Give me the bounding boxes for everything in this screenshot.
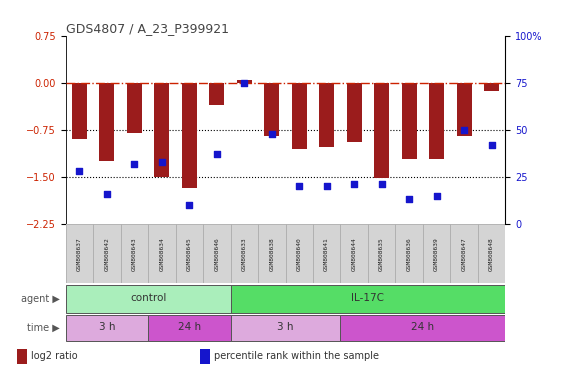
Text: agent ▶: agent ▶ <box>21 294 60 304</box>
Bar <box>374 83 389 178</box>
Text: control: control <box>130 293 166 303</box>
FancyBboxPatch shape <box>286 224 313 283</box>
FancyBboxPatch shape <box>203 224 231 283</box>
FancyBboxPatch shape <box>313 224 340 283</box>
Text: 3 h: 3 h <box>278 323 293 333</box>
Bar <box>127 83 142 133</box>
Bar <box>182 83 197 188</box>
Bar <box>347 83 362 142</box>
Point <box>487 142 496 148</box>
Text: 24 h: 24 h <box>411 323 435 333</box>
Text: GSM808648: GSM808648 <box>489 237 494 270</box>
FancyBboxPatch shape <box>258 224 286 283</box>
Text: GSM808634: GSM808634 <box>159 237 164 270</box>
Text: GSM808645: GSM808645 <box>187 237 192 270</box>
FancyBboxPatch shape <box>93 224 120 283</box>
Text: time ▶: time ▶ <box>27 323 60 333</box>
FancyBboxPatch shape <box>340 224 368 283</box>
Point <box>405 196 414 202</box>
Text: log2 ratio: log2 ratio <box>31 351 78 361</box>
FancyBboxPatch shape <box>148 315 231 341</box>
Point <box>295 183 304 189</box>
Text: GSM808637: GSM808637 <box>77 237 82 270</box>
Bar <box>154 83 170 177</box>
FancyBboxPatch shape <box>66 285 231 313</box>
Text: 24 h: 24 h <box>178 323 201 333</box>
Text: GSM808643: GSM808643 <box>132 237 137 270</box>
Bar <box>292 83 307 149</box>
FancyBboxPatch shape <box>66 224 93 283</box>
Point <box>212 151 222 157</box>
Bar <box>319 83 334 147</box>
Bar <box>17 349 27 364</box>
Bar <box>72 83 87 139</box>
Bar <box>237 79 252 83</box>
Text: percentile rank within the sample: percentile rank within the sample <box>214 351 379 361</box>
Point <box>157 159 166 165</box>
Point <box>130 161 139 167</box>
Text: GSM808636: GSM808636 <box>407 237 412 270</box>
Point <box>432 193 441 199</box>
FancyBboxPatch shape <box>66 315 148 341</box>
Bar <box>429 83 444 159</box>
FancyBboxPatch shape <box>231 224 258 283</box>
Bar <box>264 83 279 136</box>
FancyBboxPatch shape <box>120 224 148 283</box>
Point <box>240 79 249 86</box>
Point <box>460 127 469 133</box>
Text: GDS4807 / A_23_P399921: GDS4807 / A_23_P399921 <box>66 22 228 35</box>
FancyBboxPatch shape <box>368 224 395 283</box>
Bar <box>484 83 499 91</box>
Bar <box>457 83 472 136</box>
FancyBboxPatch shape <box>423 224 451 283</box>
FancyBboxPatch shape <box>478 224 505 283</box>
Text: GSM808642: GSM808642 <box>104 237 110 270</box>
Text: GSM808647: GSM808647 <box>461 237 467 270</box>
Text: GSM808639: GSM808639 <box>434 237 439 270</box>
FancyBboxPatch shape <box>451 224 478 283</box>
Text: IL-17C: IL-17C <box>351 293 384 303</box>
FancyBboxPatch shape <box>176 224 203 283</box>
Text: 3 h: 3 h <box>99 323 115 333</box>
Bar <box>99 83 114 161</box>
FancyBboxPatch shape <box>395 224 423 283</box>
Text: GSM808640: GSM808640 <box>297 237 301 270</box>
Bar <box>200 349 210 364</box>
Text: GSM808635: GSM808635 <box>379 237 384 270</box>
Text: GSM808646: GSM808646 <box>214 237 219 270</box>
Point <box>322 183 331 189</box>
FancyBboxPatch shape <box>231 285 505 313</box>
Point <box>102 191 111 197</box>
Text: GSM808644: GSM808644 <box>352 237 357 270</box>
FancyBboxPatch shape <box>340 315 505 341</box>
FancyBboxPatch shape <box>148 224 176 283</box>
Point <box>377 181 386 187</box>
Bar <box>401 83 417 159</box>
Bar <box>209 83 224 105</box>
Text: GSM808633: GSM808633 <box>242 237 247 270</box>
Point <box>75 168 84 174</box>
Text: GSM808641: GSM808641 <box>324 237 329 270</box>
Point <box>185 202 194 208</box>
Text: GSM808638: GSM808638 <box>270 237 274 270</box>
Point <box>267 131 276 137</box>
Point <box>349 181 359 187</box>
FancyBboxPatch shape <box>231 315 340 341</box>
